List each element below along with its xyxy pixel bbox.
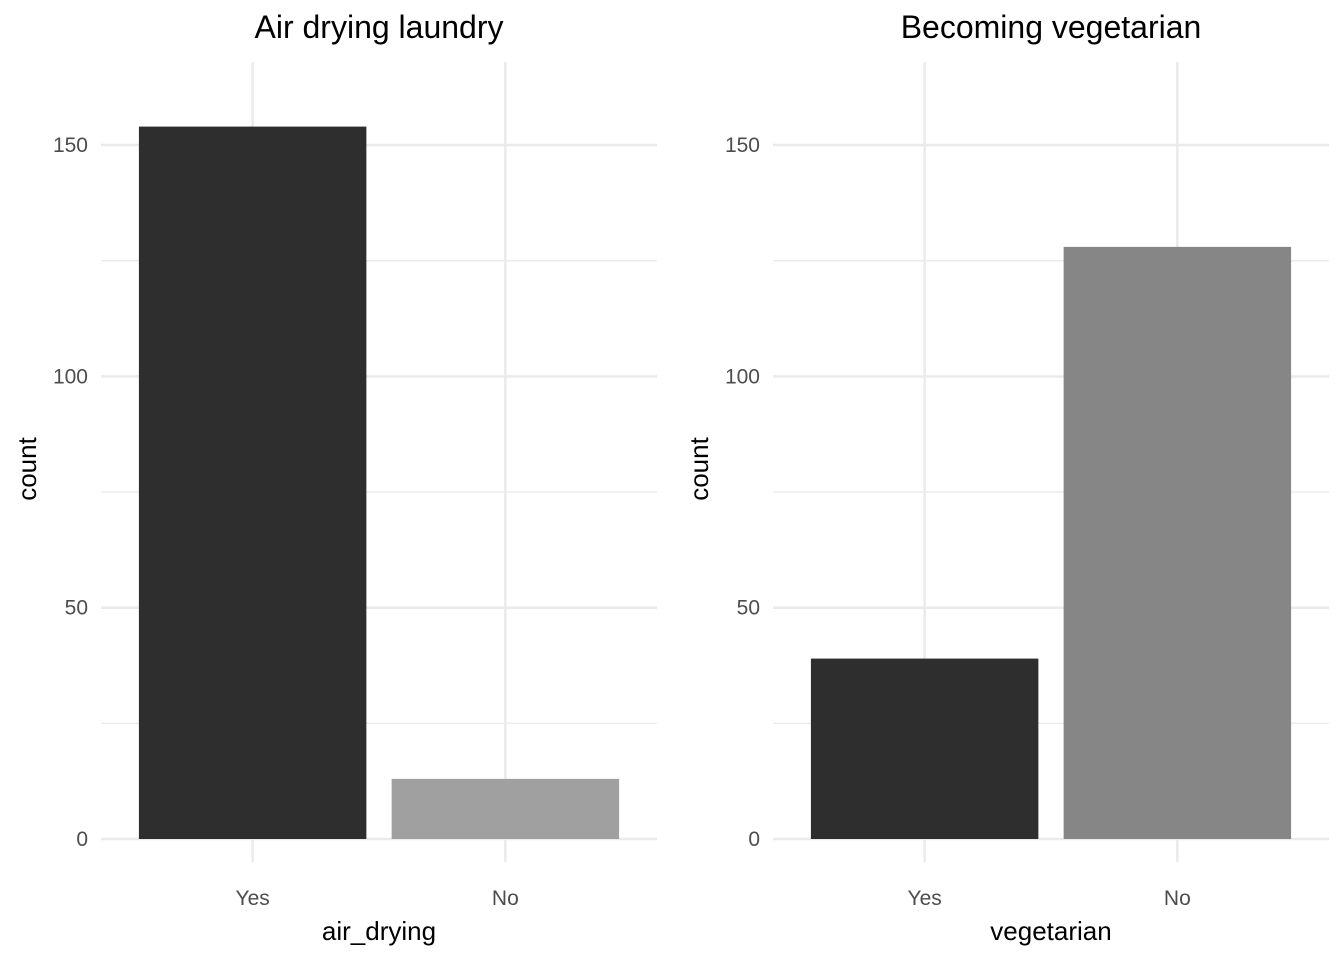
chart-panel-air-drying: Air drying laundry 0 50 100 150 Yes No air_d… xyxy=(12,9,657,946)
chart-panel-vegetarian: Becoming vegetarian 0 50 100 150 Yes No vege… xyxy=(684,9,1329,946)
bar-yes xyxy=(810,658,1039,839)
y-tick-label: 150 xyxy=(53,134,88,157)
x-tick-label: Yes xyxy=(908,887,942,910)
x-axis-title: vegetarian xyxy=(990,916,1111,946)
y-tick-label: 100 xyxy=(53,365,88,388)
y-tick-label: 50 xyxy=(737,597,760,620)
y-tick-label: 0 xyxy=(76,828,88,851)
x-tick-label: No xyxy=(492,887,519,910)
y-tick-label: 150 xyxy=(725,134,760,157)
x-tick-label: Yes xyxy=(236,887,270,910)
y-tick-label: 0 xyxy=(748,828,760,851)
x-axis-title: air_drying xyxy=(322,916,436,946)
chart-title: Becoming vegetarian xyxy=(901,9,1202,45)
x-tick-labels: Yes No xyxy=(908,887,1191,910)
chart-title: Air drying laundry xyxy=(255,9,504,45)
bar-yes xyxy=(138,126,367,839)
y-tick-label: 100 xyxy=(725,365,760,388)
y-tick-label: 50 xyxy=(65,597,88,620)
y-tick-labels: 0 50 100 150 xyxy=(725,134,760,851)
y-axis-title: count xyxy=(684,436,714,500)
y-axis-title: count xyxy=(12,436,42,500)
bar-no xyxy=(1063,246,1292,839)
bar-group xyxy=(810,246,1292,839)
bar-no xyxy=(391,778,620,839)
x-tick-label: No xyxy=(1164,887,1191,910)
x-tick-labels: Yes No xyxy=(236,887,519,910)
y-tick-labels: 0 50 100 150 xyxy=(53,134,88,851)
bar-group xyxy=(138,126,620,839)
